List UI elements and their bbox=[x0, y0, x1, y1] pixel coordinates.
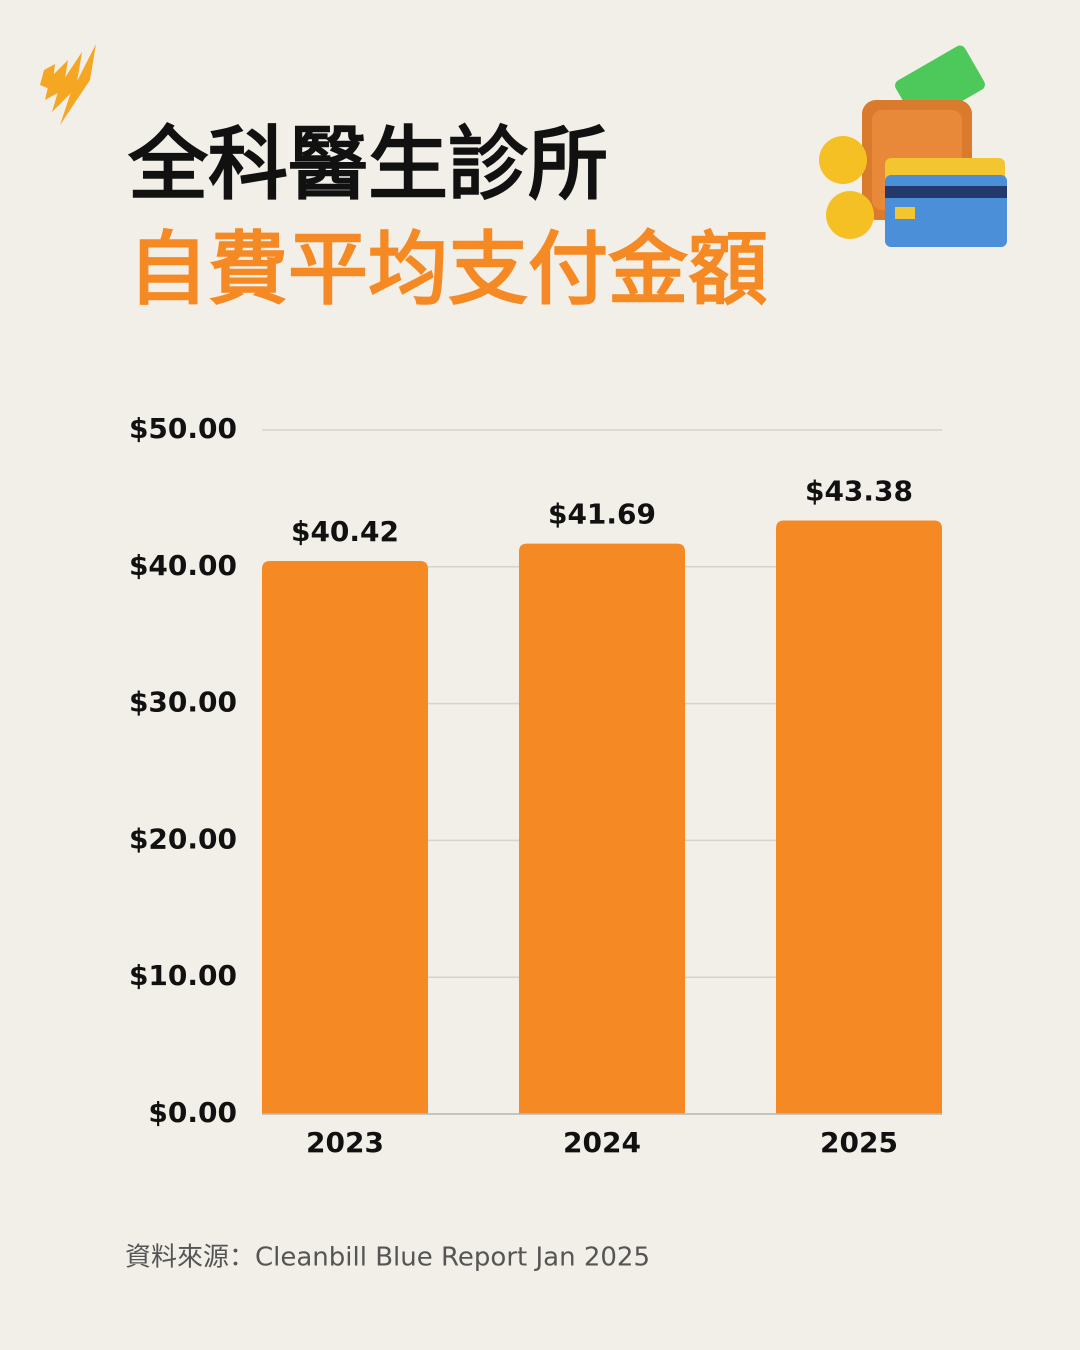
chart-subtitle: 自費平均支付金額 bbox=[128, 223, 768, 316]
x-tick-label: 2024 bbox=[563, 1126, 641, 1159]
y-tick-label: $40.00 bbox=[129, 549, 237, 582]
bar bbox=[519, 543, 685, 1114]
y-tick-label: $0.00 bbox=[148, 1096, 237, 1129]
source-note: 資料來源：Cleanbill Blue Report Jan 2025 bbox=[125, 1243, 650, 1273]
y-tick-label: $10.00 bbox=[129, 959, 237, 992]
y-tick-label: $30.00 bbox=[129, 686, 237, 719]
x-tick-label: 2025 bbox=[820, 1126, 898, 1159]
y-tick-label: $50.00 bbox=[129, 412, 237, 445]
bar bbox=[262, 561, 428, 1114]
chart-title: 全科醫生診所 bbox=[127, 118, 608, 211]
y-tick-label: $20.00 bbox=[129, 822, 237, 855]
wallet-illustration bbox=[819, 45, 1007, 247]
value-label: $41.69 bbox=[548, 498, 656, 531]
x-tick-label: 2023 bbox=[306, 1126, 384, 1159]
logo bbox=[40, 44, 96, 125]
value-label: $43.38 bbox=[805, 475, 913, 508]
bar bbox=[776, 520, 942, 1114]
value-label: $40.42 bbox=[291, 515, 399, 548]
